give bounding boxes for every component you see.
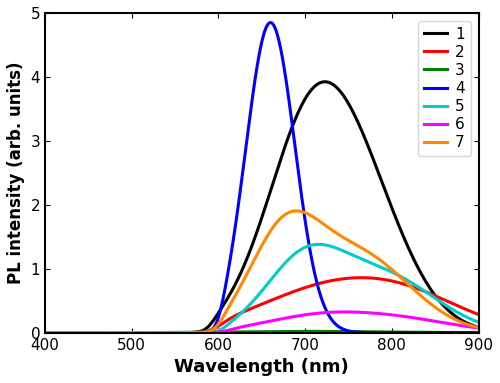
- 3: [384, 330, 390, 334]
- 1: [322, 79, 328, 84]
- 1: [253, 232, 259, 237]
- 3: [64, 330, 70, 335]
- 5: [463, 314, 469, 319]
- 1: [242, 262, 248, 267]
- Line: 4: 4: [45, 23, 478, 333]
- 1: [42, 331, 48, 335]
- 1: [463, 320, 469, 325]
- 5: [384, 267, 390, 272]
- Line: 3: 3: [45, 331, 478, 333]
- 2: [384, 278, 390, 282]
- 3: [476, 330, 482, 335]
- 5: [463, 314, 469, 319]
- 7: [64, 331, 70, 335]
- 1: [384, 192, 390, 196]
- 3: [463, 330, 469, 335]
- 6: [64, 331, 70, 335]
- 4: [476, 331, 482, 335]
- 4: [253, 72, 259, 76]
- 2: [42, 331, 48, 335]
- 4: [463, 331, 469, 335]
- Y-axis label: PL intensity (arb. units): PL intensity (arb. units): [7, 62, 25, 284]
- 3: [302, 329, 308, 334]
- 6: [463, 324, 469, 329]
- 7: [294, 209, 300, 213]
- Line: 1: 1: [45, 82, 478, 333]
- 7: [476, 325, 482, 330]
- 5: [253, 296, 259, 300]
- 5: [476, 320, 482, 324]
- 7: [384, 263, 390, 267]
- 5: [242, 308, 248, 313]
- X-axis label: Wavelength (nm): Wavelength (nm): [174, 358, 349, 376]
- 6: [463, 324, 469, 329]
- 2: [463, 307, 469, 312]
- 2: [253, 304, 259, 309]
- 4: [242, 157, 248, 162]
- 2: [64, 331, 70, 335]
- 6: [242, 324, 248, 329]
- 7: [42, 331, 48, 335]
- 2: [476, 312, 482, 317]
- 7: [463, 322, 469, 326]
- Line: 2: 2: [45, 278, 478, 333]
- Line: 5: 5: [45, 244, 478, 333]
- 4: [384, 331, 390, 335]
- Line: 7: 7: [45, 211, 478, 333]
- 2: [242, 309, 248, 314]
- 7: [253, 254, 259, 259]
- 1: [64, 331, 70, 335]
- 3: [242, 329, 248, 334]
- 7: [463, 322, 469, 326]
- 4: [268, 20, 274, 25]
- 6: [42, 331, 48, 335]
- Line: 6: 6: [45, 312, 478, 333]
- 4: [463, 331, 469, 335]
- 5: [64, 331, 70, 335]
- 6: [253, 322, 259, 326]
- 7: [242, 277, 248, 281]
- 2: [358, 275, 364, 280]
- 3: [42, 331, 48, 335]
- 3: [253, 329, 259, 334]
- Legend: 1, 2, 3, 4, 5, 6, 7: 1, 2, 3, 4, 5, 6, 7: [418, 21, 471, 156]
- 6: [342, 309, 348, 314]
- 6: [476, 326, 482, 331]
- 5: [42, 331, 48, 335]
- 4: [64, 331, 70, 335]
- 1: [476, 325, 482, 330]
- 4: [42, 331, 48, 335]
- 3: [463, 330, 469, 335]
- 6: [384, 312, 390, 317]
- 2: [463, 307, 469, 312]
- 5: [316, 242, 322, 247]
- 1: [463, 320, 469, 325]
